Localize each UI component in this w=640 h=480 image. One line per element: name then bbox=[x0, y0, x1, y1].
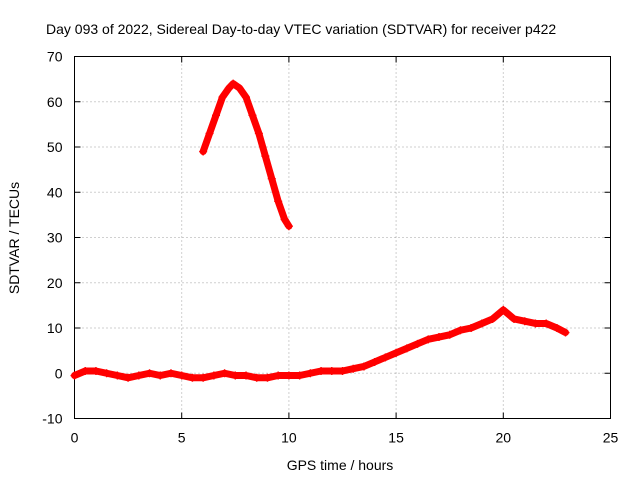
data-point bbox=[434, 333, 443, 342]
data-point bbox=[224, 84, 233, 93]
data-point bbox=[134, 371, 143, 380]
data-point bbox=[477, 319, 486, 328]
series-arc-a bbox=[199, 79, 293, 231]
y-tick-labels: -10 0 10 20 30 40 50 60 70 bbox=[42, 49, 62, 427]
data-point bbox=[370, 357, 379, 366]
x-tick-labels: 0 5 10 15 20 25 bbox=[71, 430, 619, 446]
data-point bbox=[274, 197, 283, 206]
y-tick-label: 60 bbox=[47, 94, 63, 110]
y-tick-label: 70 bbox=[47, 49, 63, 65]
x-tick-label: 5 bbox=[178, 430, 186, 446]
data-point bbox=[188, 373, 197, 382]
y-tick-label: 40 bbox=[47, 184, 63, 200]
data-point bbox=[280, 215, 289, 224]
x-tick-label: 10 bbox=[281, 430, 297, 446]
axis-ticks bbox=[74, 56, 611, 419]
data-point bbox=[510, 314, 519, 323]
data-point bbox=[424, 335, 433, 344]
data-point bbox=[561, 328, 570, 337]
data-point bbox=[306, 369, 315, 378]
data-point bbox=[218, 93, 227, 102]
data-point bbox=[254, 129, 263, 138]
data-point bbox=[212, 111, 221, 120]
data-point bbox=[327, 366, 336, 375]
data-point bbox=[317, 366, 326, 375]
data-point bbox=[381, 353, 390, 362]
x-tick-label: 20 bbox=[496, 430, 512, 446]
series-line bbox=[71, 306, 569, 382]
data-point bbox=[542, 319, 551, 328]
data-point bbox=[205, 129, 214, 138]
series-line bbox=[199, 80, 293, 230]
data-point bbox=[248, 111, 257, 120]
data-point bbox=[81, 366, 90, 375]
data-point bbox=[229, 79, 238, 88]
data-point bbox=[488, 314, 497, 323]
data-point bbox=[102, 369, 111, 378]
series-arc-b bbox=[70, 305, 570, 382]
data-point bbox=[295, 371, 304, 380]
data-point bbox=[456, 326, 465, 335]
y-tick-label: 30 bbox=[47, 230, 63, 246]
data-point bbox=[242, 371, 251, 380]
data-point bbox=[231, 371, 240, 380]
data-point bbox=[113, 371, 122, 380]
data-point bbox=[402, 344, 411, 353]
chart-title: Day 093 of 2022, Sidereal Day-to-day VTE… bbox=[46, 21, 556, 37]
data-point bbox=[531, 319, 540, 328]
data-point bbox=[349, 364, 358, 373]
data-point bbox=[177, 371, 186, 380]
data-point bbox=[467, 324, 476, 332]
y-tick-label: 10 bbox=[47, 320, 63, 336]
data-point bbox=[70, 371, 79, 380]
data-point bbox=[359, 362, 368, 371]
data-point bbox=[267, 174, 276, 183]
data-point bbox=[261, 152, 270, 161]
data-point bbox=[338, 366, 347, 375]
y-tick-label: -10 bbox=[42, 411, 62, 427]
data-point bbox=[499, 305, 508, 314]
data-point bbox=[445, 330, 454, 339]
y-axis-label: SDTVAR / TECUs bbox=[6, 182, 22, 294]
data-series bbox=[70, 79, 570, 382]
data-point bbox=[156, 371, 165, 380]
data-point bbox=[242, 93, 251, 102]
data-point bbox=[199, 373, 208, 382]
data-point bbox=[209, 371, 218, 380]
data-point bbox=[252, 373, 261, 382]
data-point bbox=[124, 373, 133, 382]
y-tick-label: 50 bbox=[47, 139, 63, 155]
data-point bbox=[552, 324, 561, 332]
y-tick-label: 20 bbox=[47, 275, 63, 291]
data-point bbox=[199, 147, 208, 156]
grid-lines bbox=[74, 56, 611, 419]
data-point bbox=[145, 369, 154, 378]
data-point bbox=[91, 366, 100, 375]
data-point bbox=[274, 371, 283, 380]
data-point bbox=[166, 369, 175, 378]
data-point bbox=[220, 369, 229, 378]
x-tick-label: 25 bbox=[603, 430, 619, 446]
data-point bbox=[520, 317, 529, 326]
data-point bbox=[392, 348, 401, 357]
x-tick-label: 15 bbox=[388, 430, 404, 446]
data-point bbox=[263, 373, 272, 382]
data-point bbox=[284, 371, 293, 380]
y-tick-label: 0 bbox=[55, 365, 63, 381]
data-point bbox=[235, 84, 244, 93]
data-point bbox=[413, 339, 422, 348]
x-tick-label: 0 bbox=[71, 430, 79, 446]
x-axis-label: GPS time / hours bbox=[287, 457, 394, 473]
data-point bbox=[284, 222, 293, 231]
